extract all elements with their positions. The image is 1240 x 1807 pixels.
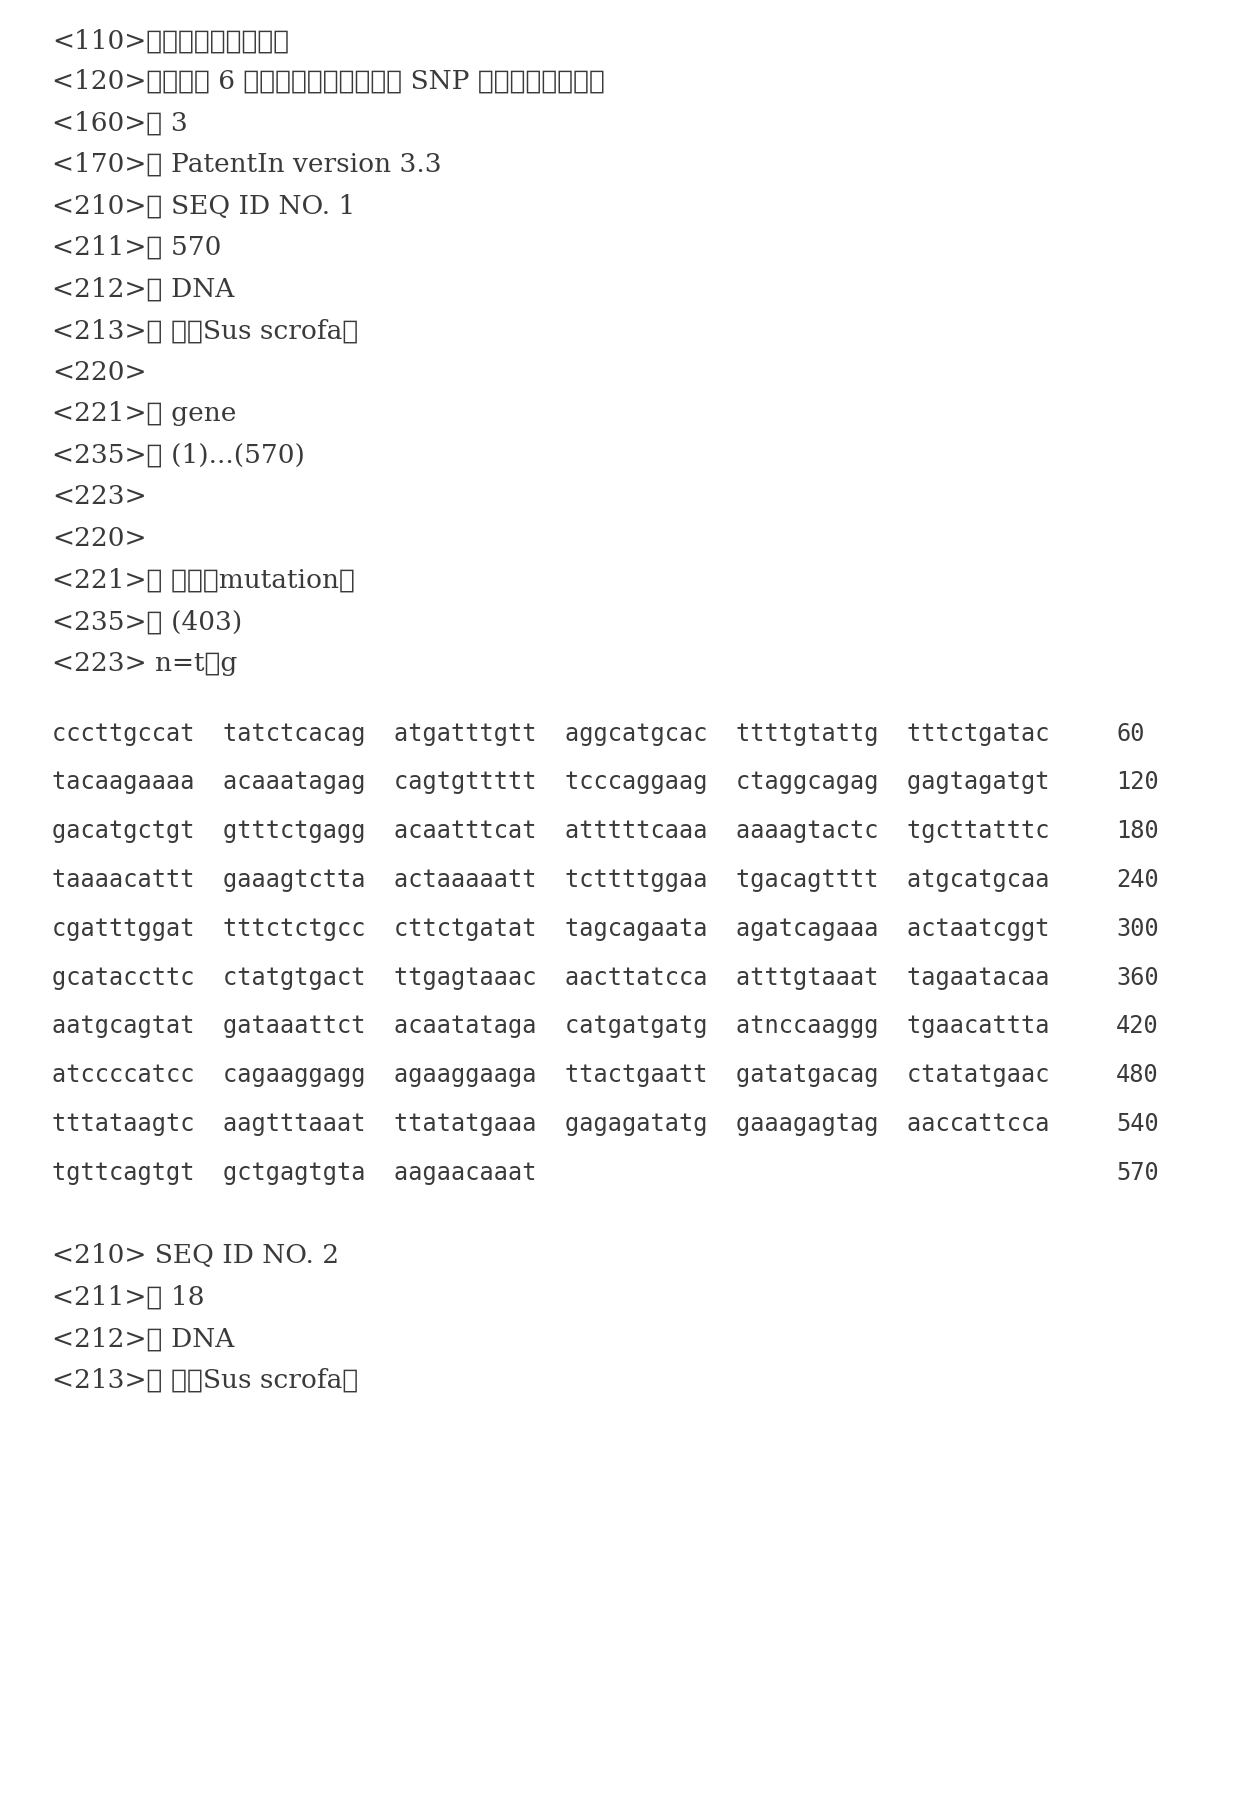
Text: 360: 360	[1116, 965, 1158, 990]
Text: <210> SEQ ID NO. 2: <210> SEQ ID NO. 2	[52, 1243, 340, 1269]
Text: <213>　 猪（Sus scrofa）: <213> 猪（Sus scrofa）	[52, 1368, 358, 1393]
Text: tgttcagtgt  gctgagtgta  aagaacaaat: tgttcagtgt gctgagtgta aagaacaaat	[52, 1160, 537, 1185]
Text: <160>　 3: <160> 3	[52, 110, 187, 136]
Text: taaaacattt  gaaagtctta  actaaaaatt  tcttttggaa  tgacagtttt  atgcatgcaa: taaaacattt gaaagtctta actaaaaatt tcttttg…	[52, 867, 1049, 893]
Text: 180: 180	[1116, 819, 1158, 844]
Text: atccccatcc  cagaaggagg  agaaggaaga  ttactgaatt  gatatgacag  ctatatgaac: atccccatcc cagaaggagg agaaggaaga ttactga…	[52, 1063, 1049, 1088]
Text: tacaagaaaa  acaaatagag  cagtgttttt  tcccaggaag  ctaggcagag  gagtagatgt: tacaagaaaa acaaatagag cagtgttttt tcccagg…	[52, 770, 1049, 795]
Text: <211>　 570: <211> 570	[52, 235, 222, 260]
Text: 120: 120	[1116, 770, 1158, 795]
Text: 240: 240	[1116, 867, 1158, 893]
Text: <110>　上海市农业科学院: <110> 上海市农业科学院	[52, 29, 289, 54]
Text: cccttgccat  tatctcacag  atgatttgtt  aggcatgcac  ttttgtattg  tttctgatac: cccttgccat tatctcacag atgatttgtt aggcatg…	[52, 721, 1049, 746]
Text: <223>: <223>	[52, 484, 146, 510]
Text: gcataccttc  ctatgtgact  ttgagtaaac  aacttatcca  atttgtaaat  tagaatacaa: gcataccttc ctatgtgact ttgagtaaac aacttat…	[52, 965, 1049, 990]
Text: <210>　 SEQ ID NO. 1: <210> SEQ ID NO. 1	[52, 193, 356, 219]
Text: <212>　 DNA: <212> DNA	[52, 276, 234, 302]
Text: <170>　 PatentIn version 3.3: <170> PatentIn version 3.3	[52, 152, 441, 177]
Text: <220>: <220>	[52, 360, 146, 385]
Text: gacatgctgt  gtttctgagg  acaatttcat  atttttcaaa  aaaagtactc  tgcttatttc: gacatgctgt gtttctgagg acaatttcat atttttc…	[52, 819, 1049, 844]
Text: cgatttggat  tttctctgcc  cttctgatat  tagcagaata  agatcagaaa  actaatcggt: cgatttggat tttctctgcc cttctgatat tagcaga…	[52, 916, 1049, 941]
Text: 420: 420	[1116, 1014, 1158, 1039]
Text: <221>　 gene: <221> gene	[52, 401, 237, 426]
Text: 480: 480	[1116, 1063, 1158, 1088]
Text: 570: 570	[1116, 1160, 1158, 1185]
Text: <211>　 18: <211> 18	[52, 1285, 205, 1310]
Text: <235>　 (403): <235> (403)	[52, 609, 242, 634]
Text: <235>　 (1)...(570): <235> (1)...(570)	[52, 443, 305, 468]
Text: 540: 540	[1116, 1111, 1158, 1137]
Text: <213>　 猪（Sus scrofa）: <213> 猪（Sus scrofa）	[52, 318, 358, 343]
Text: <220>: <220>	[52, 526, 146, 551]
Text: <221>　 突变（mutation）: <221> 突变（mutation）	[52, 567, 355, 593]
Text: <223> n=t或g: <223> n=t或g	[52, 651, 237, 676]
Text: <212>　 DNA: <212> DNA	[52, 1326, 234, 1352]
Text: 300: 300	[1116, 916, 1158, 941]
Text: aatgcagtat  gataaattct  acaatataga  catgatgatg  atnccaaggg  tgaacattta: aatgcagtat gataaattct acaatataga catgatg…	[52, 1014, 1049, 1039]
Text: tttataagtc  aagtttaaat  ttatatgaaa  gagagatatg  gaaagagtag  aaccattcca: tttataagtc aagtttaaat ttatatgaaa gagagat…	[52, 1111, 1049, 1137]
Text: 60: 60	[1116, 721, 1145, 746]
Text: <120>　一个猪 6 号染色体上用于溯源的 SNP 分子标记及其应用: <120> 一个猪 6 号染色体上用于溯源的 SNP 分子标记及其应用	[52, 69, 605, 94]
